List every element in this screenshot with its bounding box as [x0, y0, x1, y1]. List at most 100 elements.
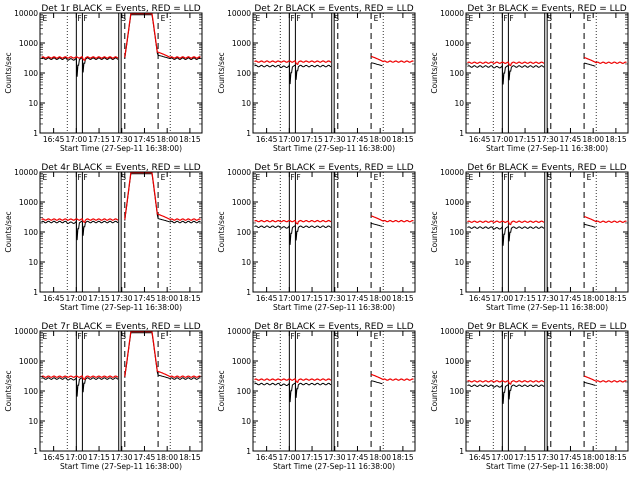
series-events [254, 380, 383, 403]
xtick-label: 17:15 [514, 453, 536, 462]
xtick-label: 17:45 [560, 135, 582, 144]
event-marker: E [374, 173, 379, 182]
panel-title: Det 5r BLACK = Events, RED = LLD [254, 163, 413, 173]
xtick-label: 18:15 [392, 453, 414, 462]
xtick-label: 16:45 [469, 135, 491, 144]
xtick-label: 17:00 [66, 294, 88, 303]
event-marker: E [469, 173, 474, 182]
xtick-label: 16:45 [43, 294, 65, 303]
xtick-label: 18:00 [369, 294, 391, 303]
event-marker: E [587, 173, 592, 182]
xtick-label: 18:15 [392, 294, 414, 303]
xtick-label: 17:00 [279, 453, 301, 462]
xtick-label: 17:00 [492, 294, 514, 303]
event-marker: F [290, 173, 294, 182]
ytick-label: 1 [459, 447, 464, 456]
xtick-label: 17:30 [324, 135, 346, 144]
event-marker: E [43, 173, 48, 182]
xtick-label: 17:45 [134, 453, 156, 462]
xtick-label: 17:00 [492, 453, 514, 462]
event-marker: E [161, 14, 166, 23]
event-marker: F [77, 173, 81, 182]
xtick-label: 17:30 [537, 135, 559, 144]
xtick-label: 17:30 [537, 453, 559, 462]
event-marker: E [469, 332, 474, 341]
x-axis-label: Start Time (27-Sep-11 16:38:00) [273, 462, 395, 471]
event-marker: F [83, 173, 87, 182]
y-axis-label: Counts/sec [4, 370, 13, 411]
ytick-label: 10000 [14, 168, 38, 177]
xtick-label: 16:45 [43, 135, 65, 144]
xtick-label: 17:15 [88, 294, 110, 303]
ytick-label: 1000 [19, 357, 38, 366]
ytick-label: 1000 [19, 39, 38, 48]
event-marker: F [503, 173, 507, 182]
event-marker: F [290, 332, 294, 341]
xtick-label: 17:00 [279, 294, 301, 303]
ytick-label: 10 [241, 99, 251, 108]
xtick-label: 17:15 [88, 135, 110, 144]
y-axis-label: Counts/sec [217, 52, 226, 93]
xtick-label: 16:45 [469, 453, 491, 462]
event-marker: F [290, 14, 294, 23]
event-marker: E [256, 332, 261, 341]
ytick-label: 100 [24, 69, 39, 78]
event-marker: S [334, 332, 339, 341]
event-marker: F [83, 332, 87, 341]
x-axis-label: Start Time (27-Sep-11 16:38:00) [273, 144, 395, 153]
event-marker: F [503, 14, 507, 23]
y-axis-label: Counts/sec [217, 370, 226, 411]
ytick-label: 10000 [227, 327, 251, 336]
ytick-label: 100 [450, 69, 465, 78]
x-axis-label: Start Time (27-Sep-11 16:38:00) [60, 303, 182, 312]
series-events [467, 62, 596, 85]
event-marker: F [296, 332, 300, 341]
xtick-label: 17:15 [301, 294, 323, 303]
xtick-label: 18:15 [179, 135, 201, 144]
series-events [254, 222, 383, 245]
xtick-label: 18:00 [369, 453, 391, 462]
xtick-label: 16:45 [469, 294, 491, 303]
xtick-label: 18:15 [179, 294, 201, 303]
xtick-label: 18:00 [582, 453, 604, 462]
event-marker: S [334, 14, 339, 23]
panel-title: Det 2r BLACK = Events, RED = LLD [254, 4, 413, 14]
xtick-label: 17:30 [111, 453, 133, 462]
xtick-label: 17:45 [347, 453, 369, 462]
xtick-label: 16:45 [256, 453, 278, 462]
y-axis-label: Counts/sec [4, 52, 13, 93]
y-axis-label: Counts/sec [430, 52, 439, 93]
event-marker: F [509, 14, 513, 23]
xtick-label: 18:00 [156, 453, 178, 462]
event-marker: E [587, 14, 592, 23]
series-events [41, 14, 201, 77]
xtick-label: 17:30 [324, 294, 346, 303]
xtick-label: 17:00 [66, 135, 88, 144]
ytick-label: 1 [246, 447, 251, 456]
ytick-label: 1 [459, 129, 464, 138]
ytick-label: 1 [246, 129, 251, 138]
panel-title: Det 9r BLACK = Events, RED = LLD [467, 322, 626, 332]
event-marker: E [43, 14, 48, 23]
ytick-label: 100 [450, 387, 465, 396]
event-marker: S [121, 332, 126, 341]
x-axis-label: Start Time (27-Sep-11 16:38:00) [273, 303, 395, 312]
xtick-label: 18:00 [582, 294, 604, 303]
xtick-label: 18:00 [156, 294, 178, 303]
ytick-label: 100 [237, 228, 252, 237]
event-marker: E [469, 14, 474, 23]
xtick-label: 18:15 [605, 135, 627, 144]
xtick-label: 17:00 [492, 135, 514, 144]
xtick-label: 17:45 [560, 453, 582, 462]
series-events [254, 62, 383, 85]
series-lld [41, 331, 201, 381]
ytick-label: 1 [33, 447, 38, 456]
ytick-label: 10000 [14, 9, 38, 18]
xtick-label: 18:00 [582, 135, 604, 144]
ytick-label: 10000 [227, 168, 251, 177]
